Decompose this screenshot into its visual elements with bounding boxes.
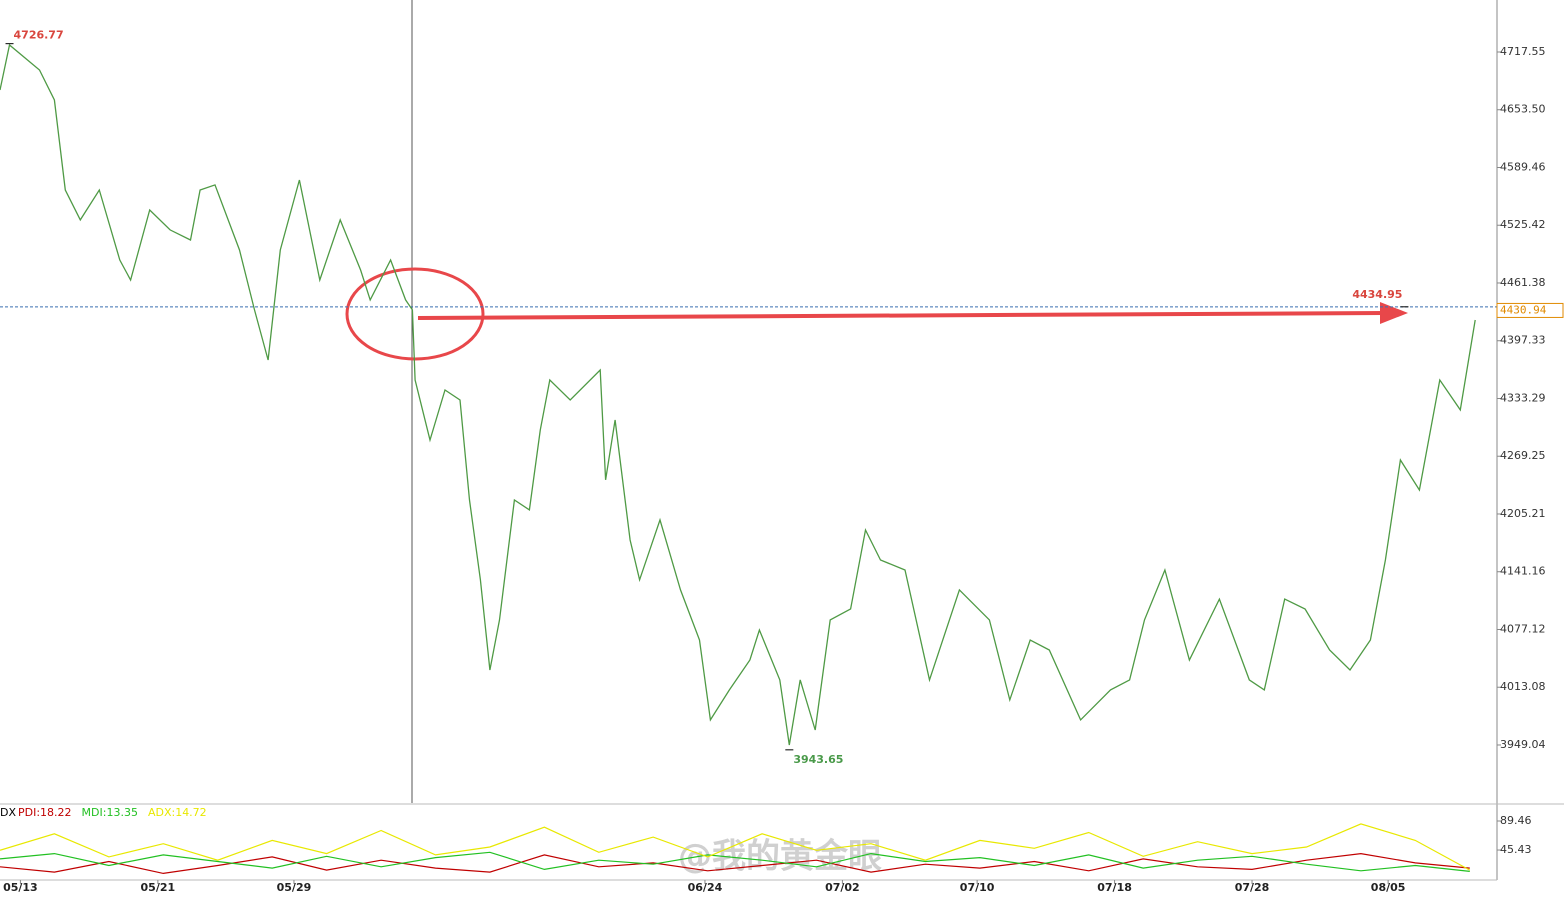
x-tick-label: 06/24	[688, 881, 723, 894]
y-tick-label: 4077.12	[1500, 622, 1546, 635]
arrow-shaft	[417, 311, 1386, 320]
x-tick-label: 07/02	[825, 881, 860, 894]
x-tick-label: 07/18	[1097, 881, 1132, 894]
highlight-circle	[345, 267, 485, 361]
y-tick-label: 89.46	[1500, 814, 1532, 827]
y-tick-label: 4269.25	[1500, 449, 1546, 462]
y-tick-label: 4397.33	[1500, 334, 1546, 347]
x-tick-label: 08/05	[1371, 881, 1406, 894]
y-tick-label: 4333.29	[1500, 391, 1546, 404]
y-tick-label: 4461.38	[1500, 276, 1546, 289]
y-tick-label: 4141.16	[1500, 565, 1546, 578]
annotation: 3943.65	[793, 753, 843, 766]
price-box	[1496, 302, 1564, 318]
x-tick-label: 07/28	[1235, 881, 1270, 894]
x-tick-label: 05/21	[141, 881, 176, 894]
x-tick-label: 05/29	[277, 881, 312, 894]
price-label: 4430.94	[1500, 303, 1547, 316]
indicator-line	[0, 823, 1471, 871]
y-tick-label: 4589.46	[1500, 160, 1546, 173]
x-tick-label: 05/13	[3, 881, 38, 894]
legend-label: MDI:13.35	[82, 806, 138, 819]
y-tick-label: 4653.50	[1500, 103, 1546, 116]
legend-label: PDI:18.22	[18, 806, 72, 819]
y-tick-label: 4205.21	[1500, 507, 1546, 520]
indicator-line	[0, 852, 1470, 875]
indicator-line	[0, 851, 1470, 872]
legend-label: ADX:14.72	[148, 806, 207, 819]
annotation: 4434.95	[1352, 288, 1402, 301]
panel-title: DX	[0, 806, 16, 819]
y-tick-label: 4717.55	[1500, 45, 1546, 58]
arrow-head	[1380, 302, 1408, 324]
x-tick-label: 07/10	[960, 881, 995, 894]
price-line	[0, 43, 1476, 746]
y-tick-label: 4525.42	[1500, 218, 1546, 231]
y-tick-label: 4013.08	[1500, 680, 1546, 693]
y-tick-label: 45.43	[1500, 843, 1532, 856]
y-tick-label: 3949.04	[1500, 738, 1546, 751]
annotation: 4726.77	[14, 29, 64, 42]
